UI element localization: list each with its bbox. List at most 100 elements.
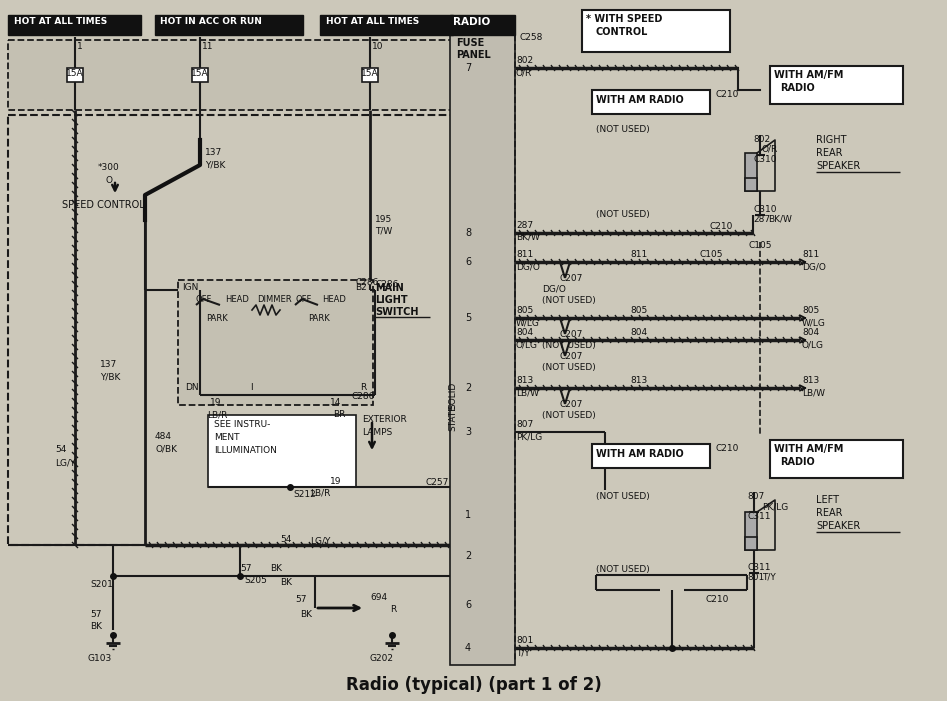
Text: OFF: OFF (196, 295, 212, 304)
Text: W/LG: W/LG (516, 318, 540, 327)
Text: (NOT USED): (NOT USED) (596, 210, 650, 219)
Text: 801: 801 (516, 636, 533, 645)
Text: BK/W: BK/W (516, 233, 540, 242)
Text: C210: C210 (716, 444, 740, 453)
Text: O/BK: O/BK (155, 444, 177, 453)
Text: IGN: IGN (182, 283, 198, 292)
Text: 2: 2 (465, 383, 471, 393)
Bar (592, 444, 710, 468)
Text: SOLID: SOLID (449, 381, 457, 409)
Text: 15A: 15A (361, 69, 379, 78)
Text: MAIN: MAIN (375, 283, 403, 293)
Text: 807: 807 (747, 492, 764, 501)
Text: 802: 802 (753, 135, 770, 144)
Text: DG/O: DG/O (542, 285, 566, 294)
Text: C258: C258 (520, 33, 544, 42)
Text: 807: 807 (516, 420, 533, 429)
Text: T/W: T/W (375, 227, 392, 236)
Text: C210: C210 (706, 595, 729, 604)
Bar (320, 15, 453, 35)
Bar (745, 537, 757, 550)
Text: BK: BK (300, 610, 312, 619)
Text: ILLUMINATION: ILLUMINATION (214, 446, 277, 455)
Text: 19: 19 (210, 398, 222, 407)
Text: 8: 8 (465, 228, 471, 238)
Text: (NOT USED): (NOT USED) (596, 565, 650, 574)
Text: STATE: STATE (449, 404, 457, 431)
Text: C105: C105 (748, 241, 772, 250)
Text: PK/LG: PK/LG (762, 502, 788, 511)
Text: LAMPS: LAMPS (362, 428, 392, 437)
Text: C257: C257 (425, 478, 448, 487)
Text: Y/BK: Y/BK (100, 373, 120, 382)
Text: PANEL: PANEL (456, 50, 491, 60)
Text: C207: C207 (560, 330, 583, 339)
Bar (8, 15, 141, 35)
Bar (192, 68, 208, 82)
Bar (770, 66, 903, 104)
Text: 57: 57 (90, 610, 101, 619)
Text: HEAD: HEAD (225, 295, 249, 304)
Text: 1: 1 (465, 510, 471, 520)
Text: DG/O: DG/O (516, 262, 540, 271)
Text: 54: 54 (280, 535, 292, 544)
Text: 14: 14 (330, 398, 341, 407)
Text: 15A: 15A (191, 69, 208, 78)
Text: C210: C210 (710, 222, 733, 231)
Text: REAR: REAR (816, 148, 843, 158)
Text: G103: G103 (88, 654, 113, 663)
Text: O: O (105, 176, 112, 185)
Text: RIGHT: RIGHT (816, 135, 847, 145)
Text: 6: 6 (465, 600, 471, 610)
Text: 805: 805 (516, 306, 533, 315)
Text: T/Y: T/Y (516, 648, 529, 657)
Text: 5: 5 (465, 313, 471, 323)
Text: 11: 11 (202, 42, 213, 51)
Text: 805: 805 (802, 306, 819, 315)
Text: 694: 694 (370, 593, 387, 602)
Text: 54: 54 (55, 445, 66, 454)
Text: 2: 2 (465, 551, 471, 561)
Text: 811: 811 (802, 250, 819, 259)
Text: DIMMER: DIMMER (257, 295, 292, 304)
Text: C210: C210 (716, 90, 740, 99)
Text: EXTERIOR: EXTERIOR (362, 415, 407, 424)
Text: 802: 802 (516, 56, 533, 65)
Text: G202: G202 (370, 654, 394, 663)
Text: C311: C311 (747, 563, 771, 572)
Bar (67, 68, 83, 82)
Text: DN: DN (185, 383, 199, 392)
Bar (155, 15, 303, 35)
Text: 804: 804 (802, 328, 819, 337)
Text: BK: BK (270, 564, 282, 573)
Text: 801: 801 (747, 573, 764, 582)
Text: LG/Y: LG/Y (55, 458, 76, 467)
Bar (208, 415, 356, 487)
Text: R: R (390, 605, 396, 614)
Text: 804: 804 (516, 328, 533, 337)
Text: 195: 195 (375, 215, 392, 224)
Text: C105: C105 (700, 250, 724, 259)
Text: LB/W: LB/W (802, 388, 825, 397)
Text: C286: C286 (355, 278, 379, 287)
Text: RADIO: RADIO (780, 457, 814, 467)
Text: I: I (250, 383, 253, 392)
Text: 813: 813 (630, 376, 647, 385)
Text: (NOT USED): (NOT USED) (542, 296, 596, 305)
Text: C207: C207 (560, 274, 583, 283)
Text: REAR: REAR (816, 508, 843, 518)
Text: 287: 287 (516, 221, 533, 230)
Text: C207: C207 (560, 352, 583, 361)
Text: HOT AT ALL TIMES: HOT AT ALL TIMES (326, 17, 420, 26)
Text: DG/O: DG/O (802, 262, 826, 271)
Text: 813: 813 (802, 376, 819, 385)
Text: FUSE: FUSE (456, 38, 484, 48)
Bar (178, 280, 373, 405)
Text: C310: C310 (753, 205, 777, 214)
Text: 57: 57 (240, 564, 252, 573)
Text: WITH AM/FM: WITH AM/FM (774, 444, 844, 454)
Text: LG/Y: LG/Y (310, 536, 331, 545)
Text: 811: 811 (630, 250, 647, 259)
Text: 813: 813 (516, 376, 533, 385)
Text: B2: B2 (355, 283, 366, 292)
